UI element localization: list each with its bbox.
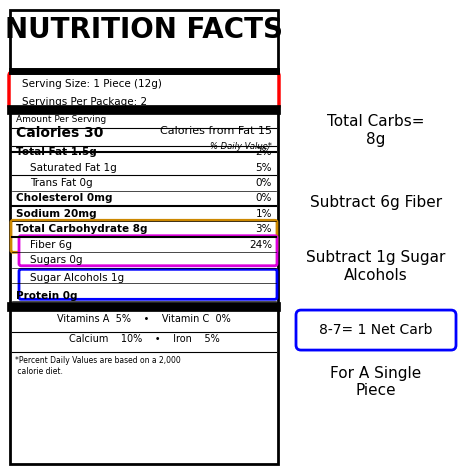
- FancyBboxPatch shape: [9, 72, 279, 109]
- Text: Amount Per Serving: Amount Per Serving: [16, 115, 106, 124]
- Text: Servings Per Package: 2: Servings Per Package: 2: [22, 97, 147, 107]
- Text: Sodium 20mg: Sodium 20mg: [16, 209, 97, 219]
- Text: *Percent Daily Values are based on a 2,000
 calorie diet.: *Percent Daily Values are based on a 2,0…: [15, 356, 181, 375]
- Text: Fiber 6g: Fiber 6g: [30, 240, 72, 250]
- Text: Trans Fat 0g: Trans Fat 0g: [30, 178, 92, 188]
- Text: Total Fat 1.5g: Total Fat 1.5g: [16, 147, 97, 157]
- Text: Calories 30: Calories 30: [16, 126, 103, 140]
- Text: 24%: 24%: [249, 240, 272, 250]
- FancyBboxPatch shape: [296, 310, 456, 350]
- Text: 0%: 0%: [255, 193, 272, 203]
- Text: Calories from Fat 15: Calories from Fat 15: [160, 126, 272, 136]
- Text: % Daily Value*: % Daily Value*: [210, 142, 272, 151]
- FancyBboxPatch shape: [19, 269, 277, 299]
- Text: Total Carbohydrate 8g: Total Carbohydrate 8g: [16, 224, 147, 234]
- FancyBboxPatch shape: [10, 10, 278, 464]
- Text: Calcium    10%    •    Iron    5%: Calcium 10% • Iron 5%: [69, 334, 219, 344]
- Text: Serving Size: 1 Piece (12g): Serving Size: 1 Piece (12g): [22, 79, 162, 89]
- Text: Cholesterol 0mg: Cholesterol 0mg: [16, 193, 112, 203]
- Text: For A Single
Piece: For A Single Piece: [330, 366, 422, 399]
- Text: Subtract 1g Sugar
Alcohols: Subtract 1g Sugar Alcohols: [306, 250, 446, 283]
- Text: Sugars 0g: Sugars 0g: [30, 255, 82, 265]
- Text: 1%: 1%: [255, 209, 272, 219]
- Text: Sugar Alcohols 1g: Sugar Alcohols 1g: [30, 273, 124, 283]
- FancyBboxPatch shape: [19, 236, 277, 266]
- Text: 5%: 5%: [255, 163, 272, 173]
- Text: 8-7= 1 Net Carb: 8-7= 1 Net Carb: [319, 323, 433, 337]
- Text: Saturated Fat 1g: Saturated Fat 1g: [30, 163, 117, 173]
- FancyBboxPatch shape: [11, 220, 277, 252]
- Text: Subtract 6g Fiber: Subtract 6g Fiber: [310, 195, 442, 210]
- Text: Protein 0g: Protein 0g: [16, 291, 78, 301]
- Text: Vitamins A  5%    •    Vitamin C  0%: Vitamins A 5% • Vitamin C 0%: [57, 314, 231, 324]
- Text: NUTRITION FACTS: NUTRITION FACTS: [5, 16, 283, 44]
- Text: 3%: 3%: [255, 224, 272, 234]
- Text: 2%: 2%: [255, 147, 272, 157]
- Text: Total Carbs=
8g: Total Carbs= 8g: [327, 114, 425, 146]
- Text: 0%: 0%: [255, 178, 272, 188]
